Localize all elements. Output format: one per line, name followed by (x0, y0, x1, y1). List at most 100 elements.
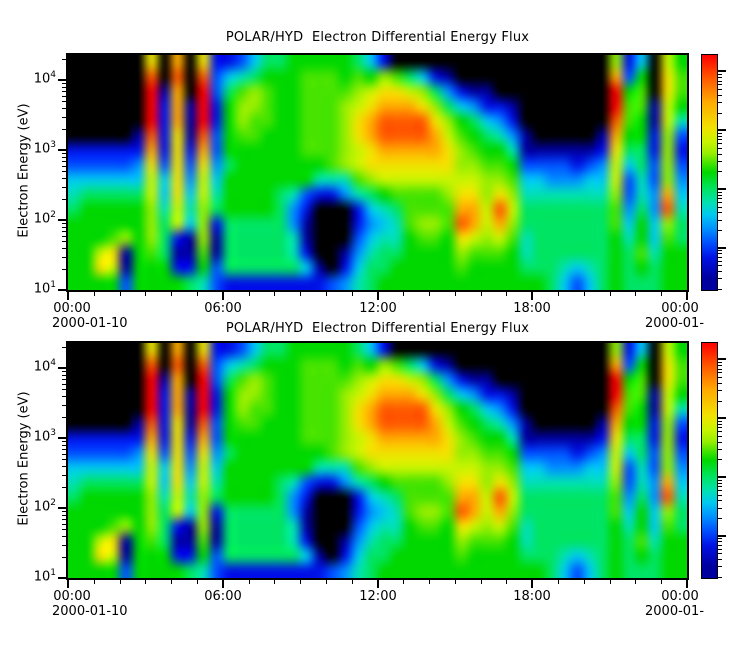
x-minor-tick (326, 580, 327, 584)
colorbar-minor-tick (718, 89, 722, 90)
colorbar-minor-tick (718, 143, 722, 144)
colorbar-minor-tick (718, 421, 722, 422)
x-major-tick (686, 292, 688, 300)
colorbar-minor-tick (718, 401, 722, 402)
x-minor-tick (120, 292, 121, 296)
y-minor-tick (62, 459, 66, 460)
y-minor-tick (62, 384, 66, 385)
y-tick-label: 104 (33, 70, 56, 87)
panel-bottom-y-axis-label: Electron Energy (eV) (16, 391, 32, 526)
x-major-tick (377, 292, 379, 300)
y-minor-tick (62, 379, 66, 380)
x-major-tick (222, 292, 224, 300)
colorbar-minor-tick (718, 577, 722, 578)
y-minor-tick (62, 396, 66, 397)
colorbar-minor-tick (718, 424, 722, 425)
colorbar-minor-tick (718, 508, 722, 509)
panel-top-title: POLAR/HYD Electron Differential Energy F… (225, 30, 530, 45)
x-minor-tick (403, 292, 404, 296)
colorbar-minor-tick (718, 171, 722, 172)
y-major-tick (58, 79, 66, 81)
y-minor-tick (62, 227, 66, 228)
y-minor-tick (62, 445, 66, 446)
x-tick-label: 00:00 (53, 301, 91, 316)
y-minor-tick (62, 161, 66, 162)
colorbar-minor-tick (718, 77, 722, 78)
y-minor-tick (62, 257, 66, 258)
colorbar-minor-tick (718, 198, 722, 199)
y-minor-tick (62, 524, 66, 525)
y-minor-tick (62, 441, 66, 442)
colorbar-minor-tick (718, 486, 722, 487)
y-major-tick (58, 219, 66, 221)
y-minor-tick (62, 241, 66, 242)
colorbar-major-tick (718, 535, 726, 537)
colorbar-major-tick (718, 417, 726, 419)
y-minor-tick (62, 96, 66, 97)
y-minor-tick (62, 475, 66, 476)
y-minor-tick (62, 117, 66, 118)
colorbar-minor-tick (718, 74, 722, 75)
colorbar-minor-tick (718, 84, 722, 85)
x-minor-tick (249, 580, 250, 584)
y-minor-tick (62, 529, 66, 530)
x-major-tick (67, 580, 69, 588)
colorbar-minor-tick (718, 436, 722, 437)
colorbar-minor-tick (718, 202, 722, 203)
x-minor-tick (610, 580, 611, 584)
x-minor-tick (506, 580, 507, 584)
panel-bottom-colorbar-canvas (702, 343, 717, 578)
x-minor-tick (197, 292, 198, 296)
colorbar-minor-tick (718, 427, 722, 428)
colorbar-major-tick (718, 129, 726, 131)
y-tick-label: 102 (33, 498, 56, 515)
colorbar-minor-tick (718, 372, 722, 373)
x-minor-tick (455, 292, 456, 296)
x-minor-tick (481, 292, 482, 296)
y-minor-tick (62, 108, 66, 109)
colorbar-major-tick (718, 188, 726, 190)
x-minor-tick (300, 580, 301, 584)
panel-top-y-axis-label: Electron Energy (eV) (16, 103, 32, 238)
y-minor-tick (62, 157, 66, 158)
y-tick-label: 104 (33, 358, 56, 375)
colorbar-minor-tick (718, 289, 722, 290)
y-minor-tick (62, 59, 66, 60)
colorbar-minor-tick (718, 538, 722, 539)
colorbar-minor-tick (718, 207, 722, 208)
x-minor-tick (145, 580, 146, 584)
y-minor-tick (62, 511, 66, 512)
colorbar-minor-tick (718, 390, 722, 391)
y-minor-tick (62, 166, 66, 167)
colorbar-minor-tick (718, 278, 722, 279)
colorbar-major-tick (718, 358, 726, 360)
end-date-label: 2000-01- (645, 316, 705, 331)
y-minor-tick (62, 545, 66, 546)
colorbar-major-tick (718, 247, 726, 249)
x-minor-tick (481, 580, 482, 584)
x-major-tick (67, 292, 69, 300)
y-minor-tick (62, 557, 66, 558)
panel-top-colorbar (701, 54, 718, 291)
y-minor-tick (62, 519, 66, 520)
end-date-label: 2000-01- (645, 604, 705, 619)
panel-bottom-spectrogram-canvas (68, 343, 687, 578)
x-minor-tick (249, 292, 250, 296)
x-major-tick (686, 580, 688, 588)
x-minor-tick (455, 580, 456, 584)
y-major-tick (58, 149, 66, 151)
panel-bottom-colorbar (701, 342, 718, 579)
colorbar-minor-tick (718, 383, 722, 384)
panel-top-plot-area (66, 53, 689, 292)
x-tick-label: 00:00 (661, 301, 699, 316)
colorbar-minor-tick (718, 265, 722, 266)
x-minor-tick (635, 292, 636, 296)
x-minor-tick (352, 292, 353, 296)
colorbar-minor-tick (718, 136, 722, 137)
y-minor-tick (62, 269, 66, 270)
colorbar-minor-tick (718, 362, 722, 363)
colorbar-minor-tick (718, 133, 722, 134)
colorbar-major-tick (718, 476, 726, 478)
